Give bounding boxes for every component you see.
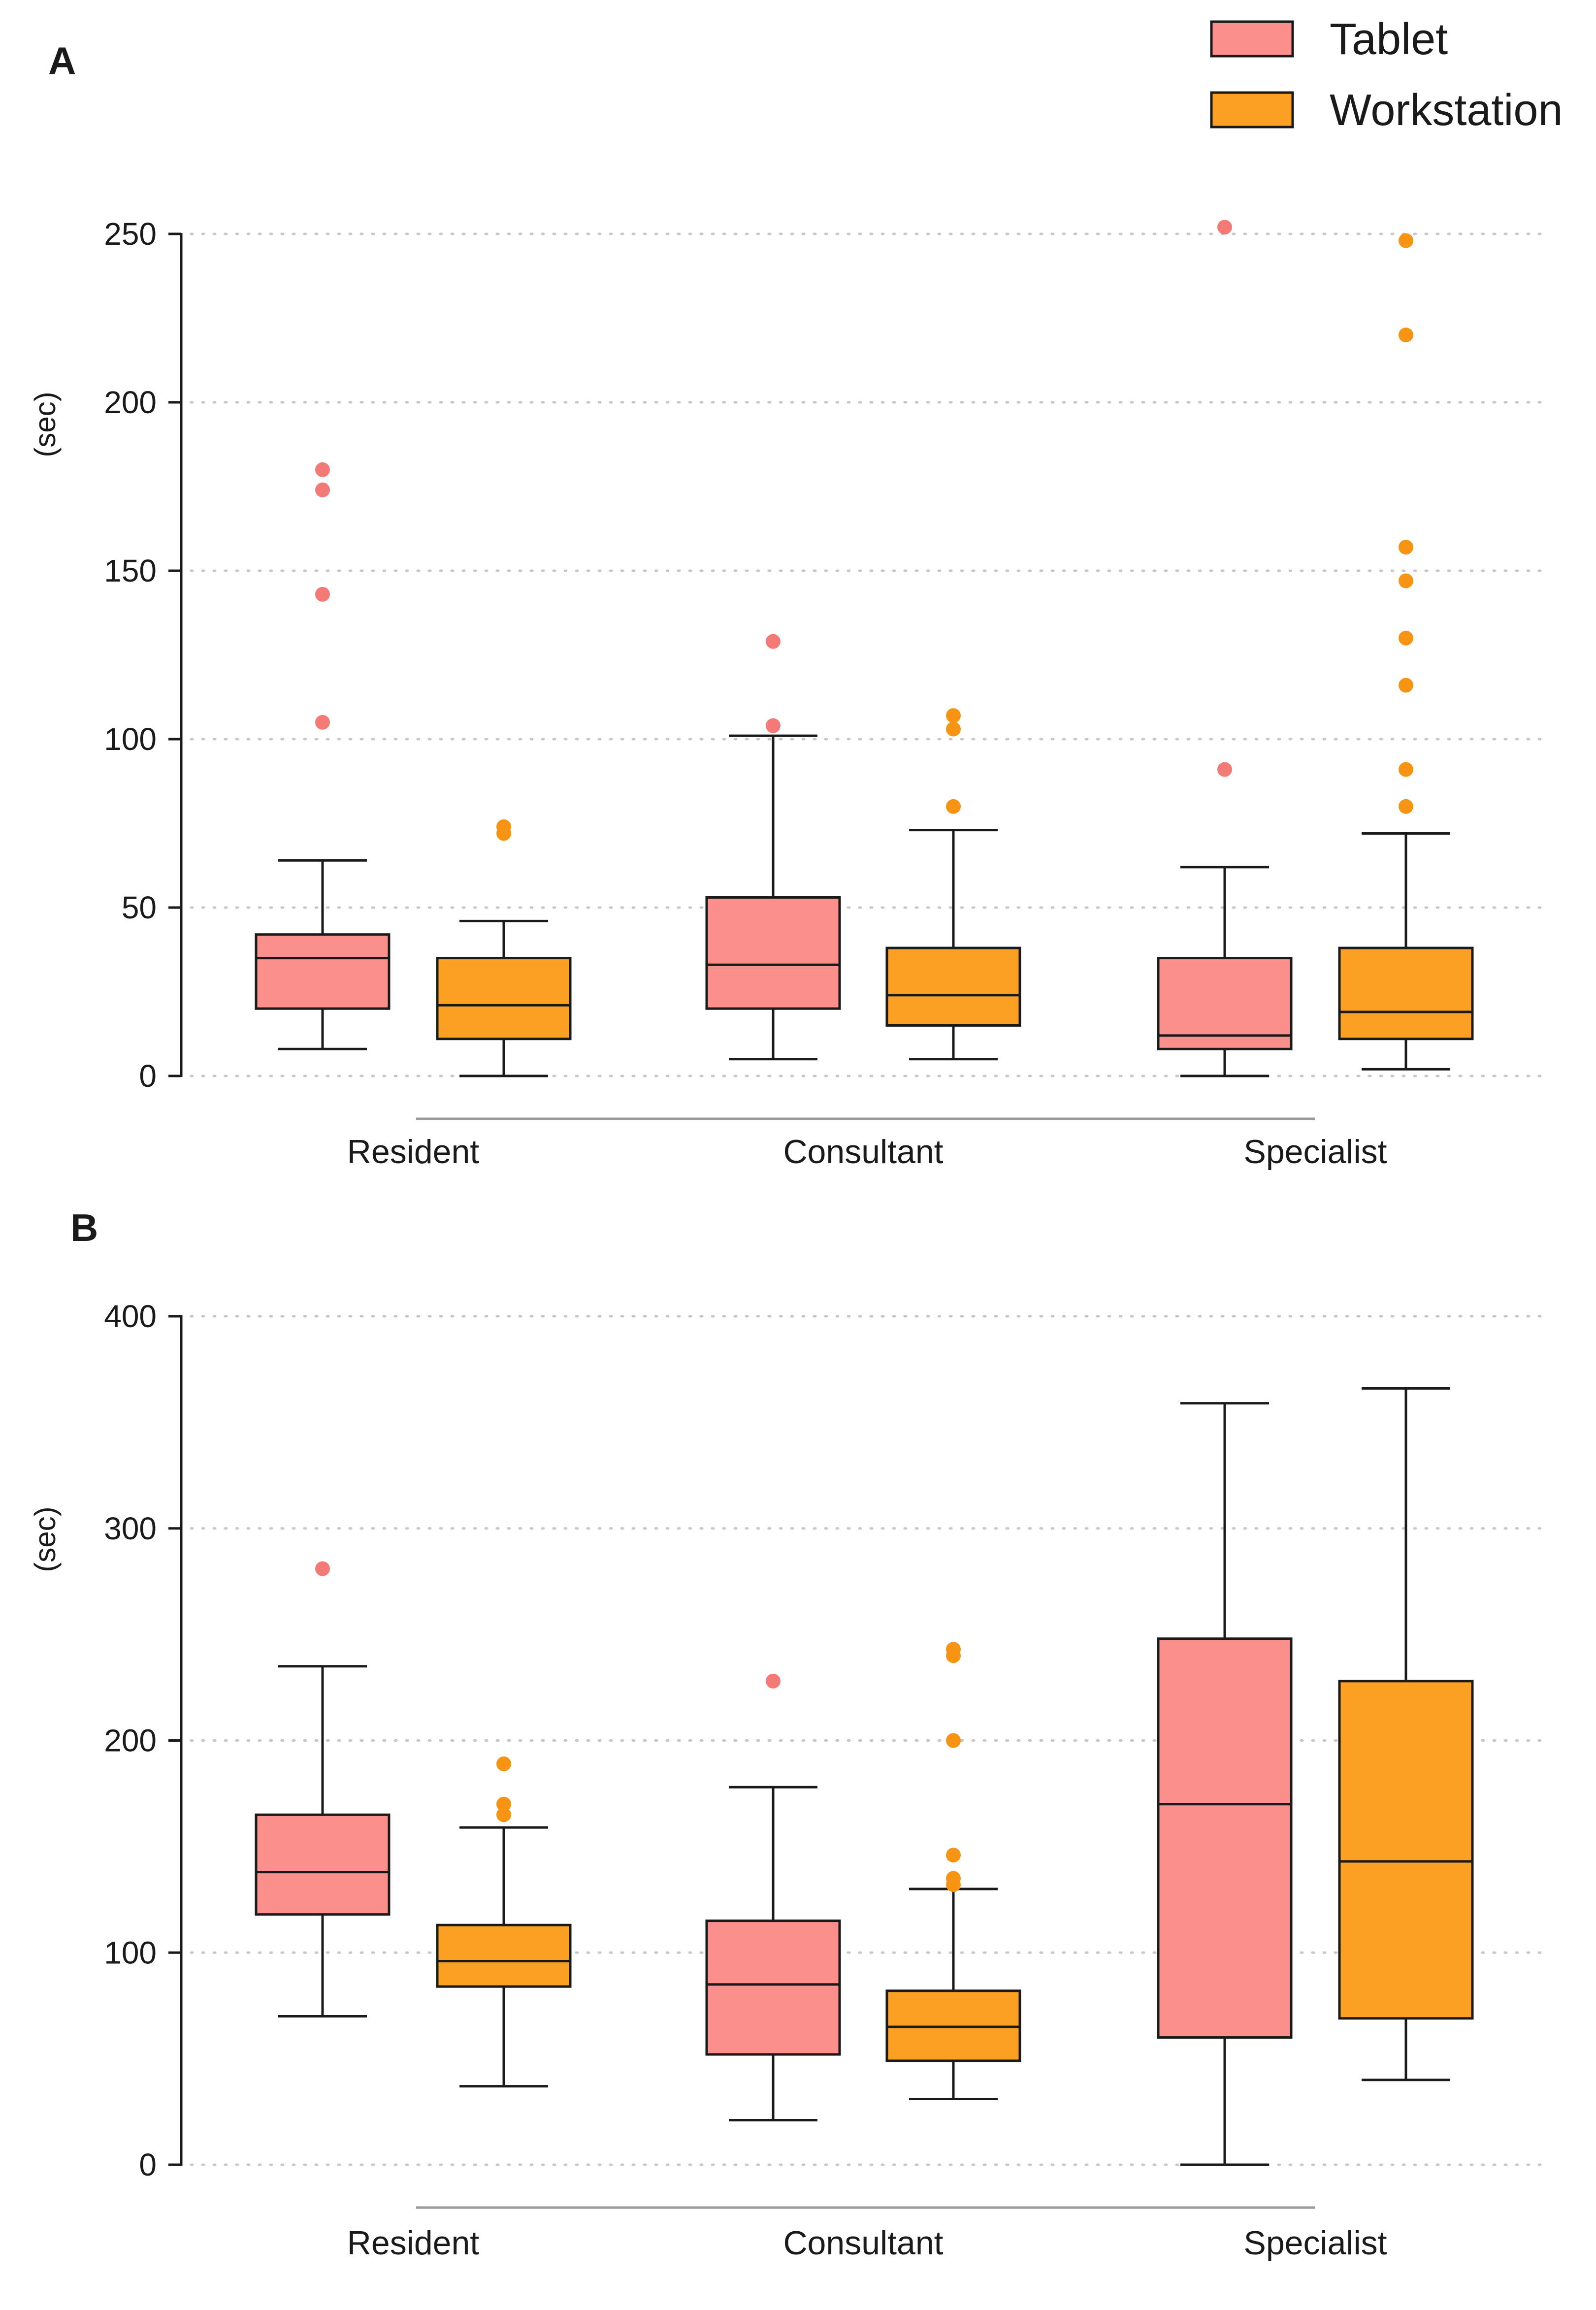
- y-tick-label: 0: [139, 1058, 157, 1094]
- y-axis-title-b: (sec): [29, 1506, 62, 1572]
- box-tablet-specialist: [1157, 220, 1293, 1077]
- legend-swatch-tablet: [1210, 20, 1294, 58]
- y-tick-label: 150: [104, 553, 157, 588]
- outlier-point: [946, 1848, 961, 1863]
- y-tick-label: 0: [139, 2147, 157, 2182]
- x-category-label: Consultant: [783, 1133, 943, 1171]
- x-category-label: Specialist: [1243, 2224, 1387, 2262]
- outlier-point: [1399, 678, 1413, 693]
- iqr-box: [436, 957, 572, 1041]
- box-workstation-specialist: [1338, 233, 1474, 1071]
- outlier-point: [766, 1673, 781, 1689]
- outlier-point: [315, 482, 330, 497]
- y-tick-label: 200: [104, 385, 157, 420]
- iqr-box: [1338, 1680, 1474, 2020]
- y-axis-title-a: (sec): [29, 391, 62, 457]
- iqr-box: [1157, 1637, 1293, 2039]
- legend: Tablet Workstation: [1210, 15, 1563, 135]
- outlier-point: [1399, 327, 1413, 343]
- panel-label-b: B: [70, 1206, 98, 1249]
- outlier-point: [946, 721, 961, 737]
- x-category-label: Specialist: [1243, 1133, 1387, 1171]
- outlier-point: [315, 1561, 330, 1576]
- box-tablet-consultant: [705, 1673, 841, 2122]
- iqr-box: [885, 946, 1021, 1027]
- outlier-point: [766, 634, 781, 649]
- panel-label-a: A: [48, 39, 76, 82]
- outlier-point: [946, 708, 961, 723]
- box-tablet-resident: [255, 1561, 391, 2017]
- y-tick-label: 250: [104, 216, 157, 252]
- legend-label-tablet: Tablet: [1330, 15, 1448, 64]
- iqr-box: [705, 1920, 841, 2056]
- legend-label-workstation: Workstation: [1330, 86, 1563, 135]
- iqr-box: [255, 933, 391, 1010]
- outlier-point: [1399, 540, 1413, 555]
- y-tick-label: 100: [104, 1935, 157, 1970]
- iqr-box: [255, 1813, 391, 1916]
- outlier-point: [1399, 762, 1413, 777]
- box-tablet-consultant: [705, 634, 841, 1061]
- iqr-box: [1338, 946, 1474, 1041]
- y-tick-label: 200: [104, 1723, 157, 1758]
- outlier-point: [1399, 799, 1413, 814]
- outlier-point: [1399, 233, 1413, 248]
- iqr-box: [705, 896, 841, 1010]
- outlier-point: [766, 718, 781, 733]
- outlier-point: [946, 1871, 961, 1886]
- y-tick-label: 50: [122, 890, 157, 925]
- outlier-point: [315, 586, 330, 602]
- outlier-point: [496, 1756, 511, 1771]
- box-tablet-resident: [255, 462, 391, 1050]
- outlier-point: [315, 715, 330, 730]
- iqr-box: [1157, 957, 1293, 1050]
- panel-a: A (sec) 0 50 100 150 200 250 Resident Consultan…: [29, 39, 1548, 1171]
- y-tick-label: 300: [104, 1511, 157, 1546]
- box-workstation-consultant: [885, 708, 1021, 1061]
- outlier-point: [946, 799, 961, 814]
- x-category-label: Resident: [347, 1133, 479, 1171]
- legend-swatch-workstation: [1210, 91, 1294, 129]
- box-workstation-consultant: [885, 1642, 1021, 2100]
- outlier-point: [1217, 220, 1232, 235]
- box-tablet-specialist: [1157, 1402, 1293, 2166]
- x-category-label: Resident: [347, 2224, 479, 2262]
- box-workstation-resident: [436, 1756, 572, 2088]
- outlier-point: [496, 1807, 511, 1822]
- outlier-point: [946, 1642, 961, 1657]
- y-tick-label: 400: [104, 1299, 157, 1334]
- outlier-point: [1217, 762, 1232, 777]
- y-tick-label: 100: [104, 721, 157, 757]
- outlier-point: [1399, 573, 1413, 588]
- outlier-point: [1399, 630, 1413, 646]
- outlier-point: [946, 1733, 961, 1748]
- iqr-box: [436, 1923, 572, 1988]
- box-workstation-resident: [436, 819, 572, 1077]
- outlier-point: [496, 1796, 511, 1812]
- box-workstation-specialist: [1338, 1387, 1474, 2082]
- outlier-point: [315, 462, 330, 477]
- outlier-point: [496, 819, 511, 834]
- panel-b: B (sec) 0 100 200 300 400 Resident Consultant S…: [29, 1206, 1548, 2262]
- x-category-label: Consultant: [783, 2224, 943, 2262]
